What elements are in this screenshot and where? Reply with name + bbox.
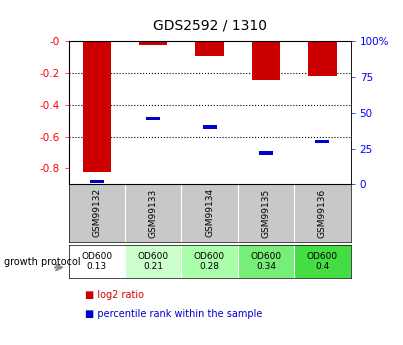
Text: OD600
0.34: OD600 0.34 <box>250 252 282 271</box>
Bar <box>195 41 224 56</box>
Bar <box>308 41 337 76</box>
Text: OD600
0.21: OD600 0.21 <box>137 252 169 271</box>
Text: OD600
0.13: OD600 0.13 <box>81 252 112 271</box>
Bar <box>294 245 351 278</box>
Bar <box>316 140 330 143</box>
Text: GSM99135: GSM99135 <box>262 188 270 238</box>
Text: GSM99134: GSM99134 <box>205 188 214 237</box>
Text: OD600
0.28: OD600 0.28 <box>194 252 225 271</box>
Text: ■ percentile rank within the sample: ■ percentile rank within the sample <box>85 309 262 319</box>
Text: GSM99133: GSM99133 <box>149 188 158 238</box>
Bar <box>146 117 160 120</box>
Text: GSM99136: GSM99136 <box>318 188 327 238</box>
Text: ■ log2 ratio: ■ log2 ratio <box>85 290 143 300</box>
Bar <box>83 41 111 171</box>
Bar <box>252 41 280 79</box>
Text: OD600
0.4: OD600 0.4 <box>307 252 338 271</box>
Text: growth protocol: growth protocol <box>4 257 81 267</box>
Bar <box>69 245 125 278</box>
Bar <box>203 126 217 129</box>
Bar <box>125 245 181 278</box>
Text: GDS2592 / 1310: GDS2592 / 1310 <box>153 19 266 33</box>
Bar <box>181 245 238 278</box>
Text: GSM99132: GSM99132 <box>92 188 101 237</box>
Bar <box>259 151 273 155</box>
Bar <box>238 245 294 278</box>
Bar <box>139 41 167 45</box>
Bar <box>90 180 104 183</box>
